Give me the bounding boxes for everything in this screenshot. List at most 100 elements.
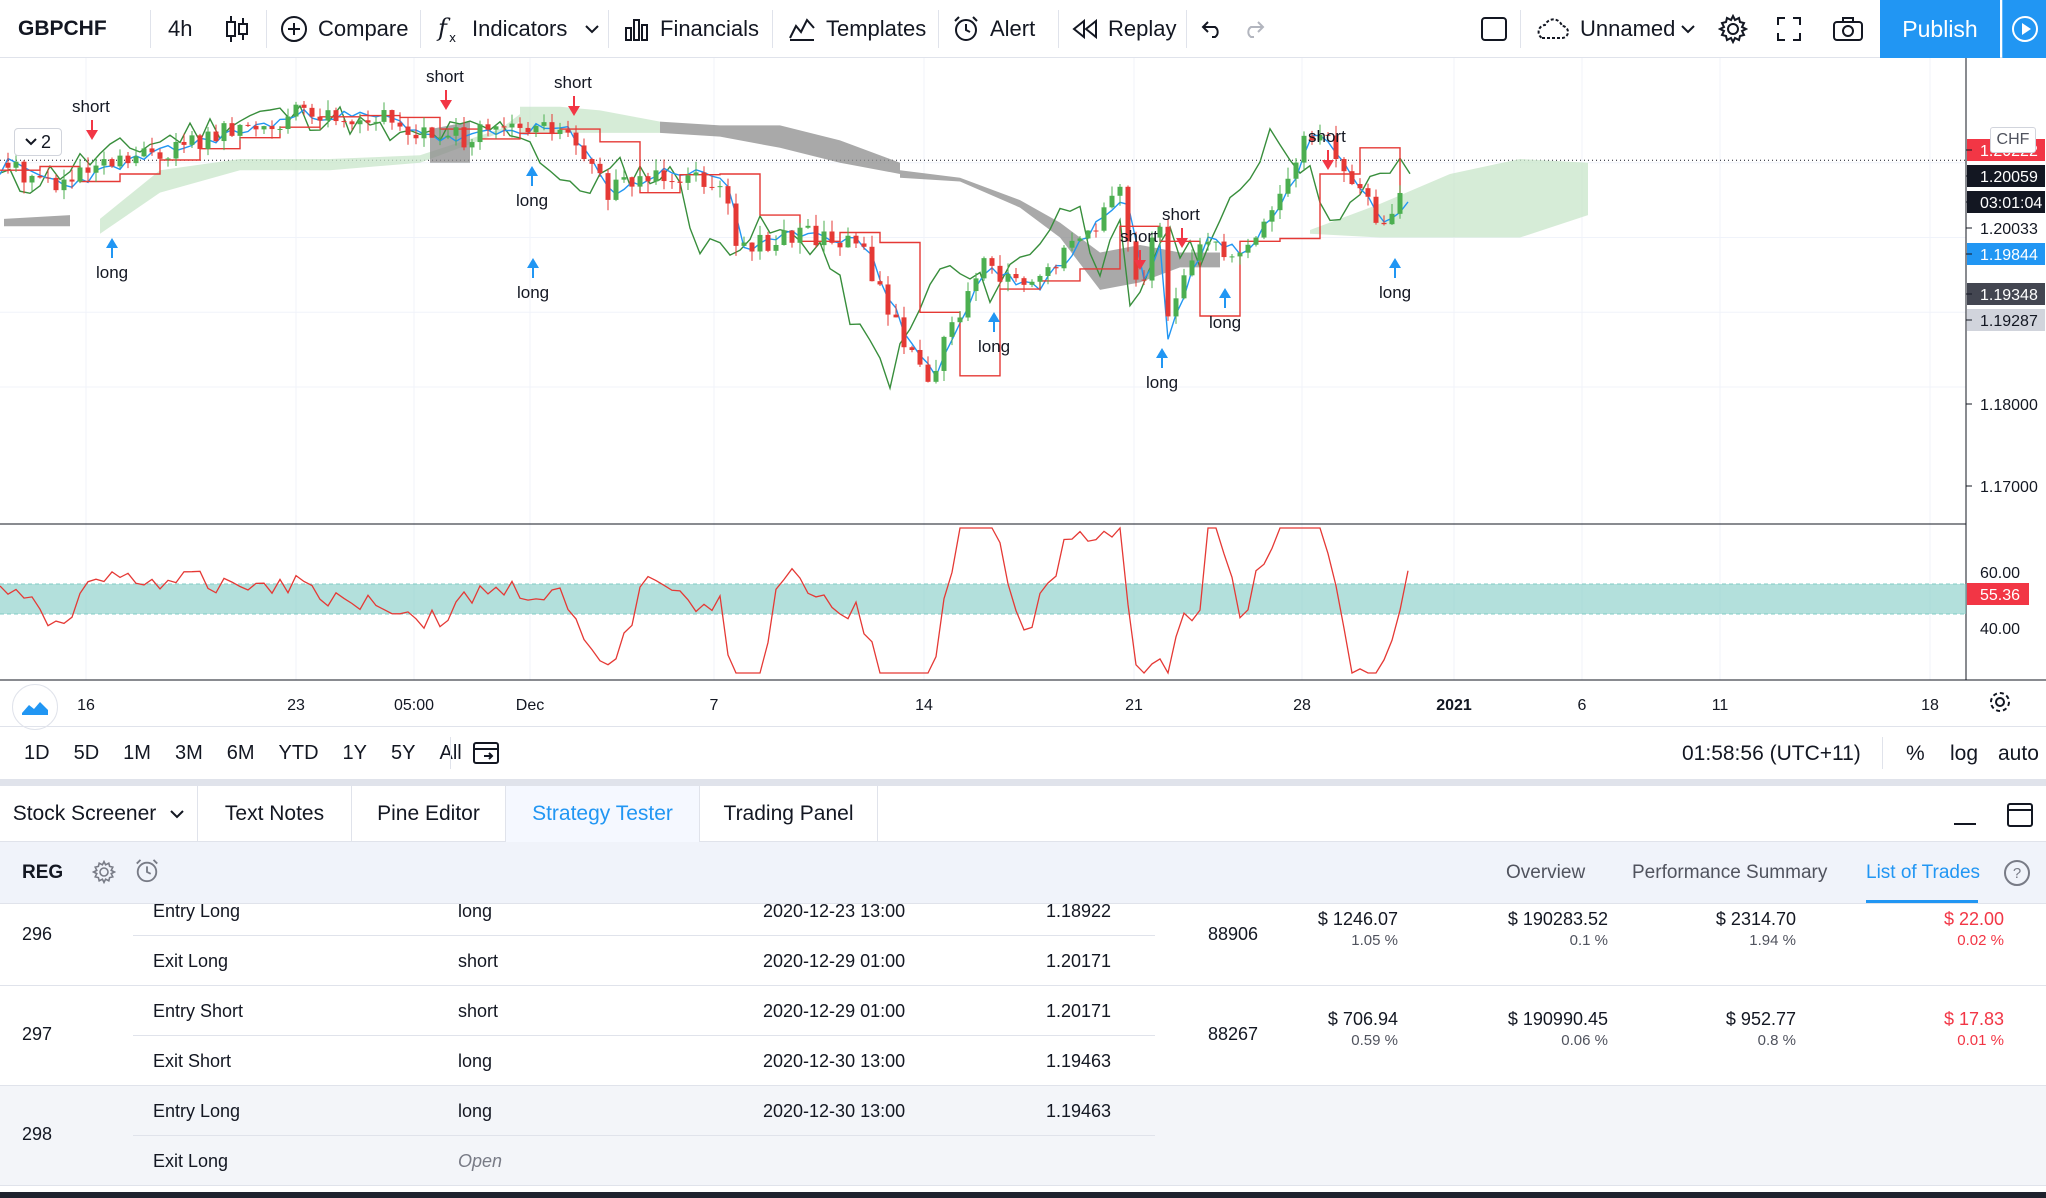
tradingview-logo[interactable] (12, 684, 58, 730)
maximize-panel-button[interactable] (2006, 802, 2034, 833)
trade-number: 296 (22, 924, 53, 944)
tab-pine-editor[interactable]: Pine Editor (352, 786, 506, 842)
timezone-clock[interactable]: 01:58:56 (UTC+11) (1682, 742, 1861, 765)
candle-body (757, 234, 763, 252)
time-tick-label: 18 (1921, 697, 1939, 714)
candle-body (1309, 135, 1315, 141)
snapshot-button[interactable] (1832, 0, 1864, 58)
range-1m[interactable]: 1M (123, 741, 151, 764)
trade-row[interactable]: 296 Entry Long long 2020-12-23 13:00 1.1… (0, 904, 2046, 986)
auto-toggle[interactable]: auto (1998, 742, 2039, 765)
osc-band (0, 584, 1966, 614)
candle-body (1069, 240, 1075, 248)
signal-label: long (1209, 313, 1241, 332)
toolbar-divider (772, 10, 773, 48)
chevron-down-icon (585, 25, 599, 34)
strategy-signals: short long short long short long short long long… (72, 67, 1411, 392)
select-layout-toggle[interactable] (1480, 0, 1508, 58)
gear-icon (91, 859, 117, 885)
financials-label: Financials (660, 16, 760, 41)
trade-signal: long (458, 1101, 493, 1121)
range-6m[interactable]: 6M (226, 741, 255, 764)
financials-button[interactable]: Financials (624, 0, 759, 58)
fullscreen-button[interactable] (1776, 0, 1802, 58)
candle-body (1341, 159, 1347, 172)
runup-percent: 0.8 % (1757, 1032, 1796, 1049)
candle-body (525, 127, 531, 133)
cloud-segment (1310, 159, 1588, 238)
strategy-settings-button[interactable] (91, 859, 117, 889)
price-tick-label: 1.17000 (1980, 479, 2038, 496)
alert-button[interactable]: Alert (952, 0, 1035, 58)
candle-body (829, 231, 835, 243)
templates-button[interactable]: Templates (788, 0, 926, 58)
candle-body (1349, 171, 1355, 185)
log-toggle[interactable]: log (1950, 742, 1979, 765)
chart-type-button[interactable] (224, 0, 250, 58)
redo-button[interactable] (1242, 0, 1266, 58)
candle-body (685, 175, 691, 183)
candle-body (1293, 162, 1299, 179)
candle-body (1093, 230, 1099, 232)
candle-body (1101, 207, 1107, 231)
collapse-indicators-button[interactable]: 2 (14, 128, 62, 156)
price-chart[interactable]: short long short long short long short long long… (0, 58, 2046, 726)
chart-area[interactable]: short long short long short long short long long… (0, 58, 2046, 730)
alert-label: Alert (990, 16, 1036, 41)
short-arrow-icon (1134, 260, 1146, 270)
strategy-alert-button[interactable] (134, 858, 160, 889)
indicators-dropdown[interactable] (584, 0, 600, 58)
tab-performance-summary[interactable]: Performance Summary (1632, 862, 1828, 883)
trade-type: Entry Short (153, 1001, 244, 1021)
candle-body (405, 126, 411, 135)
short-arrow-icon (1176, 238, 1188, 248)
candle-body (613, 179, 619, 200)
undo-button[interactable] (1200, 0, 1224, 58)
trade-date: 2020-12-30 13:00 (763, 1051, 906, 1071)
trade-row[interactable]: 297 Entry Short short 2020-12-29 01:00 1… (0, 986, 2046, 1086)
interval-button[interactable]: 4h (168, 0, 192, 58)
candle-body (1261, 221, 1267, 238)
publish-menu-button[interactable] (2002, 0, 2046, 58)
tab-trading-panel[interactable]: Trading Panel (700, 786, 878, 842)
candle-body (973, 278, 979, 292)
trade-type: Exit Long (153, 1151, 229, 1171)
tab-overview[interactable]: Overview (1506, 862, 1586, 883)
compare-button[interactable]: Compare (280, 0, 408, 58)
trade-profit: $ 1246.07 1.05 % (1318, 908, 1398, 952)
publish-button[interactable]: Publish (1880, 0, 2000, 58)
tab-text-notes[interactable]: Text Notes (198, 786, 352, 842)
tab-stock-screener[interactable]: Stock Screener (0, 786, 198, 842)
time-tick-label: 14 (915, 697, 933, 714)
tab-strategy-tester[interactable]: Strategy Tester (506, 786, 700, 842)
toolbar-divider (150, 10, 151, 48)
range-3m[interactable]: 3M (174, 741, 203, 764)
currency-label[interactable]: CHF (1990, 127, 2036, 153)
range-5d[interactable]: 5D (73, 741, 100, 764)
layout-name-button[interactable]: Unnamed (1534, 0, 1675, 58)
candle-body (69, 179, 75, 182)
long-arrow-icon (1219, 288, 1231, 298)
settings-button[interactable] (1718, 0, 1748, 58)
candle-body (189, 135, 195, 145)
candle-body (581, 145, 587, 159)
percent-toggle[interactable]: % (1906, 742, 1925, 765)
layout-dropdown[interactable] (1680, 0, 1696, 58)
signal-label: short (426, 67, 464, 86)
tab-list-of-trades[interactable]: List of Trades (1866, 862, 1981, 883)
minimize-panel-button[interactable] (1952, 804, 1978, 833)
help-button[interactable]: ? (2004, 860, 2030, 886)
price-label-bg (1967, 191, 2045, 213)
range-1d[interactable]: 1D (24, 741, 50, 764)
symbol-search[interactable]: GBPCHF (18, 0, 107, 58)
maximize-icon (2007, 803, 2033, 827)
replay-button[interactable]: Replay (1072, 0, 1176, 58)
time-axis[interactable]: 16 23 05:00 Dec 7 14 21 28 2021 6 11 18 (0, 679, 2046, 714)
range-5y[interactable]: 5Y (391, 741, 416, 764)
range-1y[interactable]: 1Y (342, 741, 368, 764)
range-ytd[interactable]: YTD (278, 741, 319, 764)
go-to-date-button[interactable] (472, 739, 502, 772)
candle-body (1149, 237, 1155, 281)
trade-row[interactable]: 298 Entry Long long 2020-12-30 13:00 1.1… (0, 1086, 2046, 1186)
